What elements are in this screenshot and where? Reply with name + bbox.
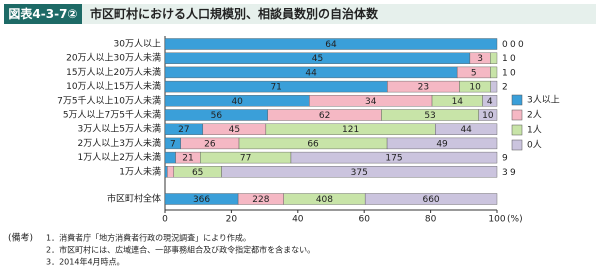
note: 2．市区町村には、広域連合、一部事務組合及び政令指定都市を含まない。 bbox=[46, 245, 315, 255]
figure-label-box bbox=[4, 4, 82, 24]
legend-label: 2人 bbox=[527, 110, 542, 121]
value-label: 5 bbox=[471, 68, 477, 78]
legend-swatch bbox=[511, 109, 523, 121]
value-label: 26 bbox=[204, 139, 216, 149]
y-tick-label: 7万5千人以上10万人未満 bbox=[57, 94, 161, 106]
bar-segment bbox=[386, 137, 498, 150]
bar-segment bbox=[490, 66, 498, 79]
bar-segment bbox=[490, 52, 498, 64]
value-label: 40 bbox=[231, 97, 243, 107]
value-label: 4 bbox=[487, 97, 493, 107]
value-label: 44 bbox=[305, 68, 317, 78]
x-tick-label: 60 bbox=[358, 215, 370, 225]
bar-segment bbox=[290, 151, 498, 164]
value-label: 10 bbox=[469, 83, 481, 93]
value-label: 14 bbox=[452, 97, 464, 107]
value-label: 121 bbox=[342, 125, 359, 135]
value-label: 56 bbox=[211, 111, 223, 121]
x-tick-label: 40 bbox=[292, 215, 304, 225]
value-label: 3 bbox=[477, 54, 483, 64]
value-label: 71 bbox=[270, 83, 281, 93]
value-label: 660 bbox=[422, 195, 439, 205]
value-label: 0 bbox=[518, 40, 524, 50]
value-label: 366 bbox=[193, 195, 210, 205]
y-tick-label: 15万人以上20万人未満 bbox=[66, 66, 161, 78]
value-label: 9 bbox=[502, 154, 508, 164]
value-label: 66 bbox=[307, 139, 319, 149]
chart-title: 市区町村における人口規模別、相談員数別の自治体数 bbox=[90, 6, 379, 21]
value-label: 375 bbox=[351, 168, 368, 178]
value-label: 175 bbox=[385, 154, 402, 164]
legend-label: 0人 bbox=[527, 140, 542, 151]
figure-label: 図表4-3-7② bbox=[8, 6, 77, 21]
value-label: 49 bbox=[436, 139, 448, 149]
value-label: 0 bbox=[510, 40, 516, 50]
y-tick-label: 2万人以上3万人未満 bbox=[78, 137, 161, 149]
y-tick-label: 3万人以上5万人未満 bbox=[78, 123, 161, 135]
value-label: 408 bbox=[316, 195, 333, 205]
x-tick-label: 20 bbox=[226, 215, 238, 225]
value-label: 65 bbox=[192, 168, 203, 178]
y-tick-label: 20万人以上30万人未満 bbox=[66, 52, 161, 64]
bar-segment bbox=[482, 95, 498, 107]
y-tick-label: 30万人以上 bbox=[114, 39, 161, 50]
bar-segment bbox=[435, 123, 498, 135]
bar-segment bbox=[164, 166, 168, 178]
y-tick-label: 1万人以上2万人未満 bbox=[78, 151, 161, 163]
value-label: 228 bbox=[252, 195, 269, 205]
value-label: 53 bbox=[424, 111, 435, 121]
value-label: 0 bbox=[502, 40, 508, 50]
value-label: 10 bbox=[482, 111, 494, 121]
y-tick-label: 10万人以上15万人未満 bbox=[66, 80, 161, 92]
y-tick-label: 1万人未満 bbox=[119, 165, 161, 177]
x-tick-label: 100 bbox=[488, 215, 505, 225]
y-tick-label: 市区町村全体 bbox=[107, 193, 161, 205]
value-label: 34 bbox=[365, 97, 377, 107]
value-label: 23 bbox=[418, 83, 429, 93]
value-label: 62 bbox=[319, 111, 330, 121]
legend-swatch bbox=[511, 124, 523, 136]
value-label: 7 bbox=[170, 139, 176, 149]
value-label: 45 bbox=[229, 125, 240, 135]
legend-label: 3人以上 bbox=[527, 95, 560, 106]
x-tick-label: 80 bbox=[425, 215, 437, 225]
header-band bbox=[4, 4, 596, 24]
x-tick-label: 0 bbox=[162, 215, 168, 225]
bar-segment bbox=[164, 38, 498, 50]
legend-swatch bbox=[511, 139, 523, 151]
value-label: 1 bbox=[502, 68, 508, 78]
legend-swatch bbox=[511, 94, 523, 106]
note: 3．2014年4月時点。 bbox=[46, 257, 125, 267]
value-label: 27 bbox=[178, 125, 189, 135]
value-label: 21 bbox=[182, 154, 193, 164]
notes-heading: (備考) bbox=[8, 232, 33, 244]
bar-segment bbox=[364, 193, 498, 205]
bar-segment bbox=[478, 109, 498, 121]
y-tick-label: 5万人以上7万5千人未満 bbox=[63, 109, 161, 121]
value-label: 9 bbox=[510, 168, 516, 178]
bar-segment bbox=[164, 151, 176, 164]
value-label: 2 bbox=[502, 83, 508, 93]
note: 1．消費者庁「地方消費者行政の現況調査」により作成。 bbox=[46, 233, 251, 243]
legend-label: 1人 bbox=[527, 125, 542, 136]
bar-segment bbox=[221, 166, 498, 178]
x-axis-label: (%) bbox=[507, 215, 523, 225]
value-label: 0 bbox=[510, 54, 516, 64]
bar-segment bbox=[490, 80, 498, 93]
bar-segment bbox=[167, 166, 175, 178]
value-label: 64 bbox=[325, 40, 337, 50]
value-label: 1 bbox=[502, 54, 508, 64]
value-label: 0 bbox=[510, 68, 516, 78]
value-label: 45 bbox=[312, 54, 323, 64]
value-label: 3 bbox=[502, 168, 508, 178]
value-label: 44 bbox=[460, 125, 472, 135]
value-label: 77 bbox=[240, 154, 251, 164]
